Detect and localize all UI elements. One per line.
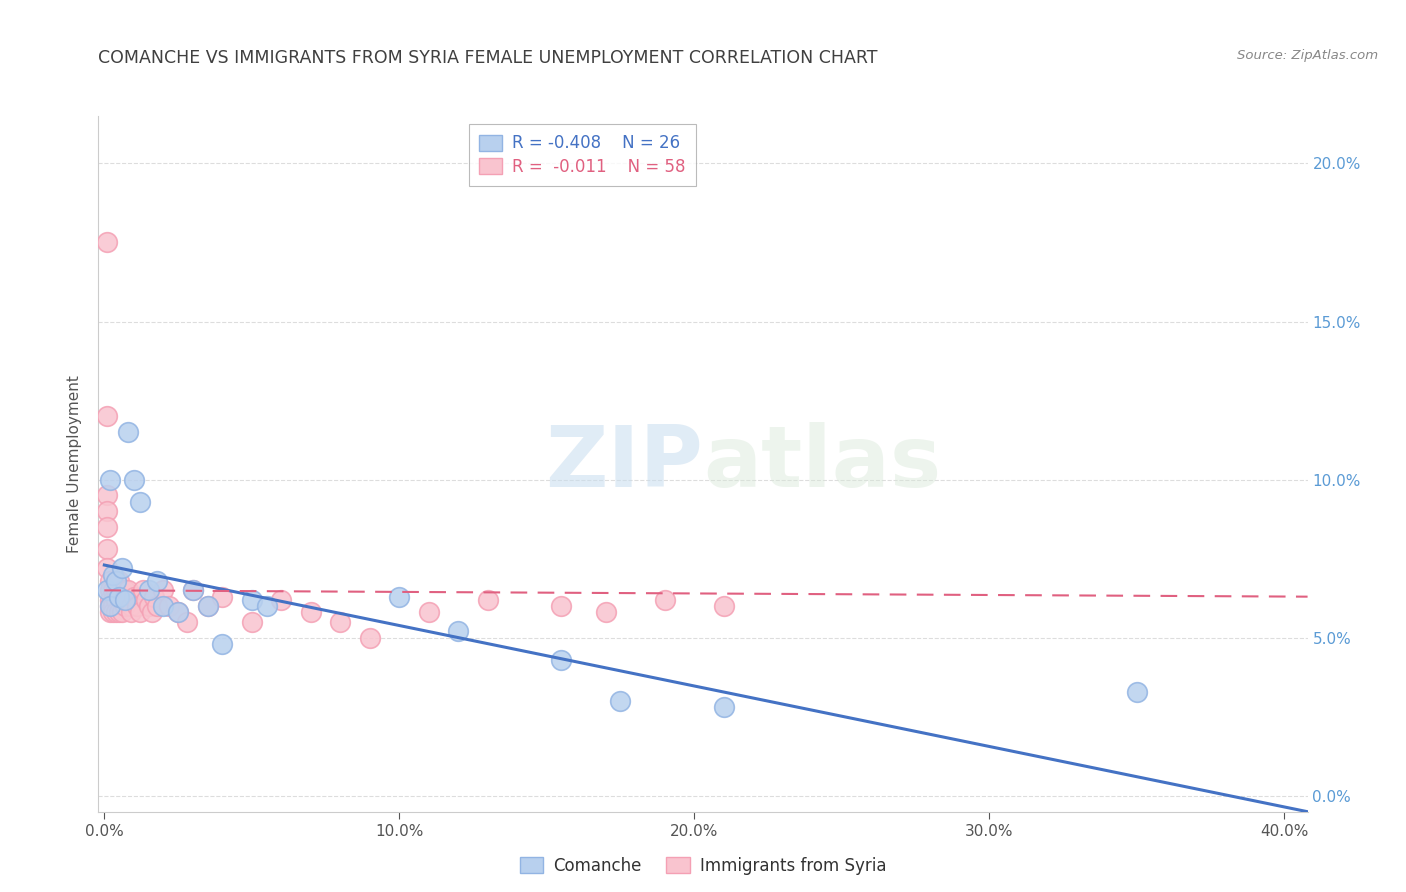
- Point: [418, 606, 440, 620]
- Point: [120, 606, 142, 620]
- Point: [96, 488, 118, 502]
- Point: [146, 574, 169, 588]
- Point: [98, 599, 121, 614]
- Text: atlas: atlas: [703, 422, 941, 506]
- Point: [176, 615, 198, 629]
- Point: [197, 599, 219, 614]
- Point: [108, 590, 131, 604]
- Point: [96, 542, 118, 557]
- Point: [256, 599, 278, 614]
- Legend: Comanche, Immigrants from Syria: Comanche, Immigrants from Syria: [512, 848, 894, 883]
- Point: [101, 606, 124, 620]
- Point: [105, 583, 128, 598]
- Point: [713, 700, 735, 714]
- Point: [111, 592, 134, 607]
- Point: [152, 599, 174, 614]
- Point: [96, 409, 118, 424]
- Point: [270, 592, 292, 607]
- Point: [138, 583, 160, 598]
- Point: [138, 599, 160, 614]
- Text: COMANCHE VS IMMIGRANTS FROM SYRIA FEMALE UNEMPLOYMENT CORRELATION CHART: COMANCHE VS IMMIGRANTS FROM SYRIA FEMALE…: [98, 49, 877, 67]
- Point: [122, 590, 145, 604]
- Point: [135, 592, 157, 607]
- Point: [240, 592, 263, 607]
- Point: [131, 583, 153, 598]
- Point: [111, 561, 134, 575]
- Point: [329, 615, 352, 629]
- Point: [114, 583, 136, 598]
- Point: [1125, 684, 1147, 698]
- Point: [98, 574, 121, 588]
- Point: [550, 653, 572, 667]
- Point: [654, 592, 676, 607]
- Point: [111, 606, 134, 620]
- Point: [117, 592, 139, 607]
- Point: [98, 606, 121, 620]
- Point: [609, 694, 631, 708]
- Point: [181, 583, 204, 598]
- Y-axis label: Female Unemployment: Female Unemployment: [67, 375, 83, 553]
- Point: [120, 599, 142, 614]
- Point: [388, 590, 411, 604]
- Point: [167, 606, 190, 620]
- Point: [111, 583, 134, 598]
- Point: [108, 574, 131, 588]
- Point: [101, 599, 124, 614]
- Point: [96, 520, 118, 534]
- Point: [181, 583, 204, 598]
- Point: [240, 615, 263, 629]
- Point: [125, 599, 148, 614]
- Point: [108, 606, 131, 620]
- Point: [105, 606, 128, 620]
- Point: [146, 599, 169, 614]
- Point: [477, 592, 499, 607]
- Text: Source: ZipAtlas.com: Source: ZipAtlas.com: [1237, 49, 1378, 62]
- Point: [211, 637, 233, 651]
- Point: [98, 592, 121, 607]
- Point: [152, 583, 174, 598]
- Point: [114, 592, 136, 607]
- Point: [117, 425, 139, 440]
- Point: [211, 590, 233, 604]
- Point: [101, 583, 124, 598]
- Point: [595, 606, 617, 620]
- Point: [141, 606, 163, 620]
- Point: [128, 606, 150, 620]
- Point: [98, 473, 121, 487]
- Point: [98, 583, 121, 598]
- Point: [143, 590, 166, 604]
- Point: [167, 606, 190, 620]
- Point: [299, 606, 322, 620]
- Point: [101, 567, 124, 582]
- Point: [122, 473, 145, 487]
- Point: [101, 592, 124, 607]
- Point: [105, 592, 128, 607]
- Point: [157, 599, 180, 614]
- Point: [713, 599, 735, 614]
- Point: [98, 599, 121, 614]
- Point: [96, 561, 118, 575]
- Point: [114, 599, 136, 614]
- Point: [447, 624, 470, 639]
- Text: ZIP: ZIP: [546, 422, 703, 506]
- Point: [197, 599, 219, 614]
- Point: [108, 590, 131, 604]
- Point: [128, 495, 150, 509]
- Point: [96, 235, 118, 250]
- Point: [550, 599, 572, 614]
- Point: [96, 583, 118, 598]
- Point: [359, 631, 381, 645]
- Point: [96, 504, 118, 518]
- Point: [117, 583, 139, 598]
- Point: [105, 574, 128, 588]
